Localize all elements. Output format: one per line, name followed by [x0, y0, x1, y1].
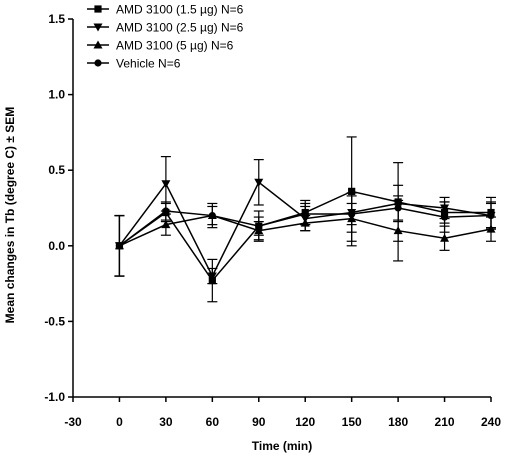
data-point	[254, 226, 264, 235]
legend-marker	[94, 5, 102, 13]
data-point	[348, 187, 356, 195]
axes: -1.0 -0.5 0.0 0.5 1.0 1.5 -30 0 30 60 90 120 150 180 2…	[44, 12, 501, 429]
data-point	[161, 220, 171, 229]
data-point	[347, 214, 357, 223]
data-point	[115, 242, 124, 250]
data-point	[393, 226, 403, 235]
legend-marker	[93, 40, 103, 49]
y-tick-label: -1.0	[44, 390, 65, 404]
y-tick-label: -0.5	[44, 314, 65, 328]
data-point	[440, 204, 450, 213]
x-tick-label: 120	[295, 415, 315, 429]
legend-label: Vehicle N=6	[116, 57, 181, 71]
legend: AMD 3100 (1.5 µg) N=6 AMD 3100 (2.5 µg) N…	[87, 3, 244, 71]
x-axis-title: Time (min)	[252, 439, 312, 453]
data-point	[208, 211, 216, 220]
data-point	[207, 272, 217, 281]
data-point	[440, 233, 450, 242]
y-tick-label: 0.5	[48, 163, 65, 177]
data-point	[393, 199, 403, 208]
y-tick-label: 0.0	[48, 239, 65, 253]
data-point	[486, 224, 496, 233]
x-tick-label: 240	[481, 415, 501, 429]
x-tick-label: 90	[252, 415, 266, 429]
data-point	[348, 210, 356, 218]
data-point	[440, 213, 449, 221]
series-lines	[118, 181, 492, 282]
legend-marker	[93, 23, 103, 32]
data-point	[255, 222, 263, 230]
data-point	[254, 178, 264, 187]
x-tick-label: 60	[206, 415, 220, 429]
data-point	[440, 208, 449, 217]
x-tick-label: 0	[116, 415, 123, 429]
legend-label: AMD 3100 (1.5 µg) N=6	[116, 3, 244, 17]
data-point	[394, 204, 402, 212]
x-tick-label: 30	[159, 415, 173, 429]
data-point	[487, 211, 495, 220]
data-point	[161, 180, 171, 189]
legend-marker	[94, 59, 102, 67]
x-tick-label: 150	[342, 415, 362, 429]
y-tick-label: 1.5	[48, 12, 65, 26]
series-markers	[114, 178, 496, 285]
data-point	[300, 218, 310, 227]
data-point	[301, 210, 309, 218]
legend-label: AMD 3100 (2.5 µg) N=6	[116, 21, 244, 35]
legend-label: AMD 3100 (5 µg) N=6	[116, 39, 234, 53]
x-tick-label: 210	[435, 415, 455, 429]
y-tick-label: 1.0	[48, 88, 65, 102]
data-point	[162, 207, 170, 215]
x-tick-label: 180	[388, 415, 408, 429]
y-axis-title: Mean changes in Tb (degree C) ± SEM	[3, 107, 17, 324]
x-tick-label: -30	[64, 415, 82, 429]
data-point	[208, 276, 216, 285]
